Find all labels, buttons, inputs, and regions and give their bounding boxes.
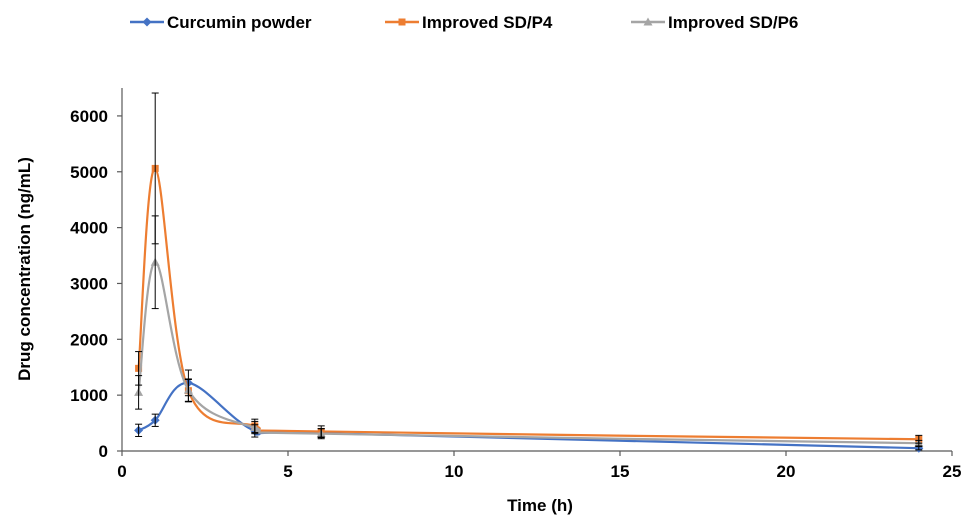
series-line-improved-sd-p4 — [139, 168, 919, 439]
y-tick-label: 5000 — [70, 163, 108, 182]
series-line-improved-sd-p6 — [139, 262, 919, 443]
y-axis-label: Drug concentration (ng/mL) — [15, 157, 34, 381]
legend-item: Curcumin powder — [130, 13, 312, 32]
axes: 0 5 10 15 20 25 0 1000 2000 3000 4000 5000 6000 — [70, 88, 961, 481]
legend: Curcumin powder Improved SD/P4 Improved SD… — [130, 13, 798, 32]
legend-label: Improved SD/P4 — [422, 13, 553, 32]
y-tick-label: 0 — [99, 442, 108, 461]
legend-label: Curcumin powder — [167, 13, 312, 32]
x-tick-label: 10 — [445, 462, 464, 481]
x-tick-label: 0 — [117, 462, 126, 481]
y-tick-label: 3000 — [70, 274, 108, 293]
x-tick-label: 5 — [283, 462, 292, 481]
y-tick-label: 6000 — [70, 107, 108, 126]
x-tick-label: 15 — [611, 462, 630, 481]
y-tick-label: 2000 — [70, 330, 108, 349]
legend-item: Improved SD/P4 — [385, 13, 553, 32]
legend-label: Improved SD/P6 — [668, 13, 798, 32]
legend-item: Improved SD/P6 — [631, 13, 798, 32]
legend-swatch-marker — [399, 19, 406, 26]
x-axis-label: Time (h) — [507, 496, 573, 515]
x-tick-label: 25 — [943, 462, 962, 481]
plot-area — [134, 93, 923, 453]
y-tick-label: 4000 — [70, 219, 108, 238]
legend-swatch-marker — [143, 18, 152, 27]
x-tick-label: 20 — [777, 462, 796, 481]
y-tick-label: 1000 — [70, 386, 108, 405]
